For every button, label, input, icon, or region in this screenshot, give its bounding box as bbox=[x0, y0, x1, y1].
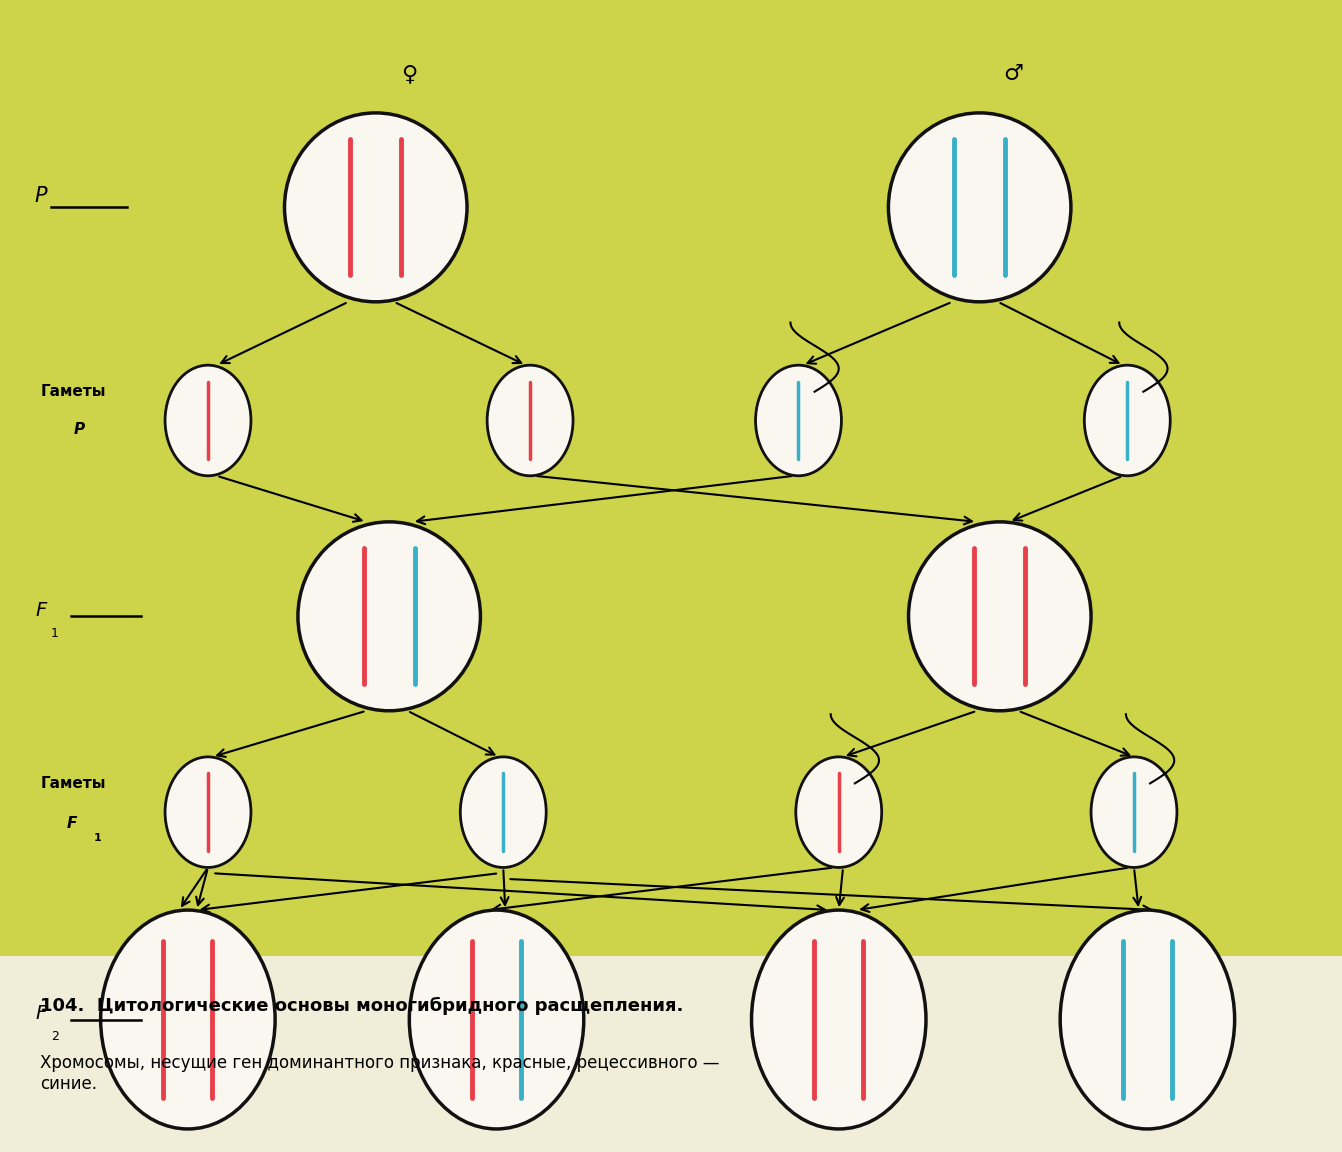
Ellipse shape bbox=[165, 365, 251, 476]
Text: 1: 1 bbox=[94, 833, 102, 842]
Text: F: F bbox=[36, 1005, 47, 1023]
Ellipse shape bbox=[888, 113, 1071, 302]
Ellipse shape bbox=[1091, 757, 1177, 867]
Ellipse shape bbox=[101, 910, 275, 1129]
Text: 1: 1 bbox=[51, 627, 59, 641]
Ellipse shape bbox=[165, 757, 251, 867]
Text: P: P bbox=[74, 422, 85, 438]
Text: F: F bbox=[36, 601, 47, 620]
Ellipse shape bbox=[796, 757, 882, 867]
Ellipse shape bbox=[285, 113, 467, 302]
Ellipse shape bbox=[909, 522, 1091, 711]
Ellipse shape bbox=[409, 910, 584, 1129]
Text: ♂: ♂ bbox=[1004, 65, 1023, 84]
Text: Гаметы: Гаметы bbox=[40, 384, 106, 400]
Text: 104.  Цитологические основы моногибридного расщепления.: 104. Цитологические основы моногибридног… bbox=[40, 996, 683, 1015]
FancyBboxPatch shape bbox=[0, 956, 1342, 1152]
Ellipse shape bbox=[298, 522, 480, 711]
Ellipse shape bbox=[752, 910, 926, 1129]
Ellipse shape bbox=[1060, 910, 1235, 1129]
Text: 2: 2 bbox=[51, 1030, 59, 1044]
Text: Хромосомы, несущие ген доминантного признака, красные, рецессивного —
синие.: Хромосомы, несущие ген доминантного приз… bbox=[40, 1054, 719, 1093]
Text: F: F bbox=[67, 816, 78, 832]
Text: Гаметы: Гаметы bbox=[40, 775, 106, 791]
Ellipse shape bbox=[1084, 365, 1170, 476]
Text: ♀: ♀ bbox=[401, 65, 417, 84]
Ellipse shape bbox=[460, 757, 546, 867]
Text: P: P bbox=[35, 185, 47, 206]
FancyBboxPatch shape bbox=[0, 0, 1342, 968]
Ellipse shape bbox=[756, 365, 841, 476]
Ellipse shape bbox=[487, 365, 573, 476]
